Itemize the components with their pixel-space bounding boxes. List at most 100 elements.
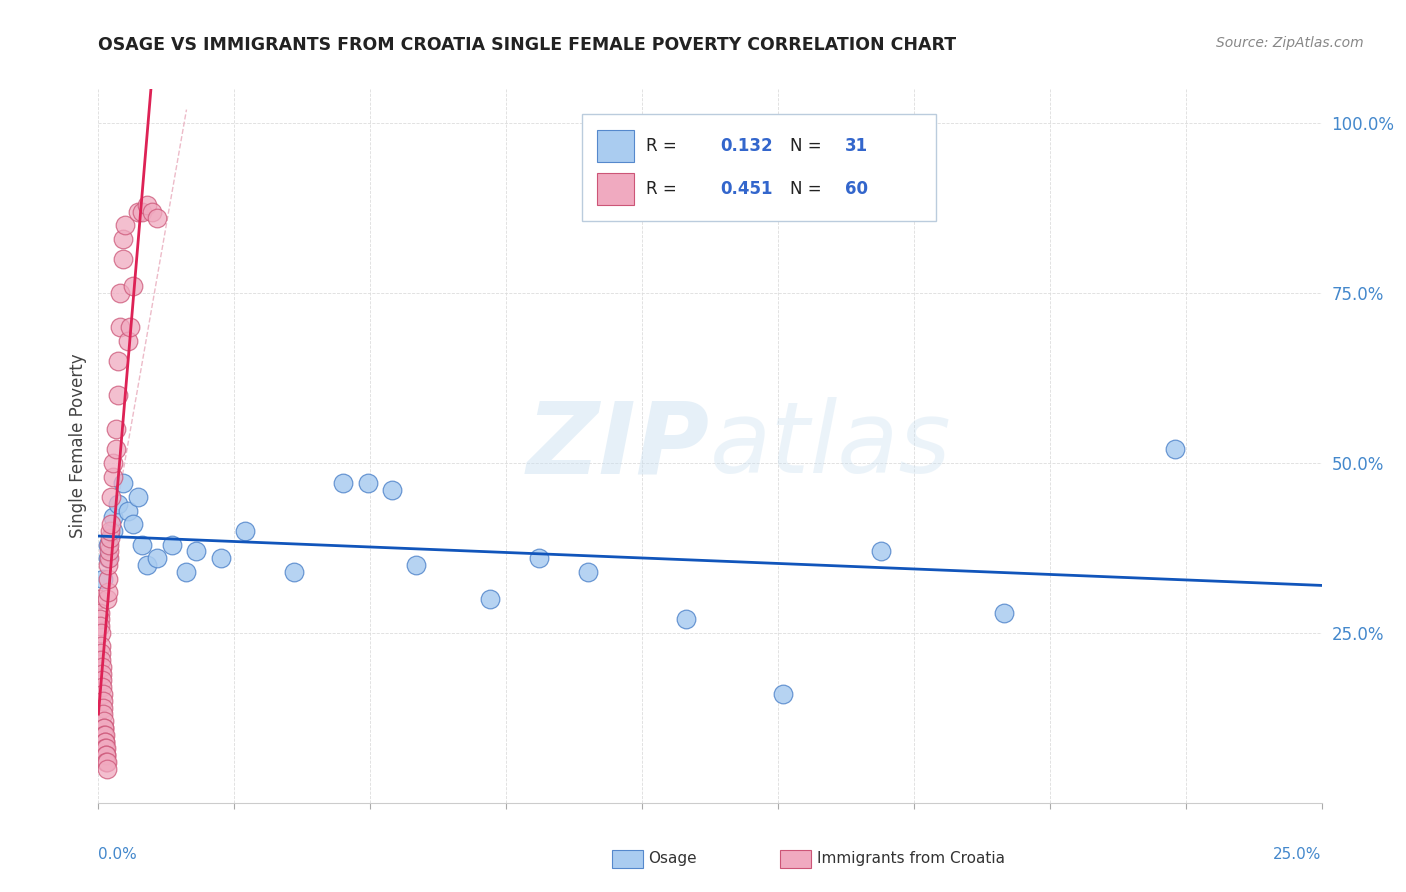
Point (98, 524, 121, 538)
Point (101, 456, 124, 470)
Point (91, 700, 114, 714)
Point (576, 565, 599, 579)
Point (91, 707, 114, 722)
Point (110, 286, 132, 301)
Point (101, 510, 124, 524)
Point (98, 537, 121, 551)
Point (381, 483, 404, 498)
Point (131, 204, 153, 219)
Point (141, 204, 163, 219)
Point (97, 572, 120, 586)
Point (176, 565, 198, 579)
Point (96, 748, 118, 763)
Point (870, 544, 893, 558)
Point (131, 537, 153, 551)
Point (117, 334, 139, 348)
Point (283, 565, 305, 579)
Point (136, 558, 159, 572)
Point (1164, 442, 1187, 457)
Point (478, 591, 501, 606)
Point (94, 748, 117, 763)
Point (356, 476, 378, 491)
Point (94, 741, 117, 756)
Point (93, 728, 115, 742)
Point (91, 680, 114, 694)
Point (93, 721, 115, 735)
Point (332, 476, 354, 491)
Text: 60: 60 (845, 180, 868, 198)
Point (120, 320, 142, 334)
Point (405, 558, 427, 572)
Point (101, 524, 124, 538)
Point (97, 558, 120, 572)
Text: N =: N = (790, 137, 827, 155)
Point (107, 388, 129, 402)
Point (93, 721, 115, 735)
Point (98, 544, 121, 558)
Point (111, 232, 134, 246)
Text: Osage: Osage (648, 852, 697, 866)
Point (91, 572, 114, 586)
Text: 0.0%: 0.0% (98, 847, 138, 863)
Point (111, 476, 134, 491)
Point (146, 551, 169, 566)
Point (117, 503, 139, 517)
Point (94, 734, 117, 748)
Point (90, 666, 112, 681)
Point (127, 490, 149, 504)
Point (101, 469, 124, 483)
Point (89, 591, 111, 606)
Point (136, 198, 159, 212)
Point (104, 442, 127, 457)
Point (89, 606, 111, 620)
Point (675, 612, 697, 626)
Point (96, 591, 118, 606)
Point (100, 490, 122, 504)
Point (91, 694, 114, 708)
Point (233, 524, 256, 538)
Text: Source: ZipAtlas.com: Source: ZipAtlas.com (1216, 36, 1364, 50)
Text: atlas: atlas (710, 398, 952, 494)
Point (90, 626, 112, 640)
Point (90, 653, 112, 667)
Point (94, 741, 117, 756)
Point (96, 755, 118, 769)
Point (121, 279, 143, 293)
Text: Immigrants from Croatia: Immigrants from Croatia (817, 852, 1005, 866)
Point (186, 544, 208, 558)
Point (111, 252, 134, 266)
Point (121, 517, 143, 532)
Point (527, 551, 550, 566)
Y-axis label: Single Female Poverty: Single Female Poverty (69, 354, 87, 538)
Point (160, 537, 183, 551)
Point (96, 762, 118, 776)
Point (100, 517, 122, 532)
Point (94, 728, 117, 742)
Point (90, 646, 112, 660)
Point (89, 619, 111, 633)
Text: 25.0%: 25.0% (1274, 847, 1322, 863)
Point (97, 585, 120, 599)
Text: ZIP: ZIP (527, 398, 710, 494)
Point (127, 204, 149, 219)
Text: 31: 31 (845, 137, 868, 155)
Text: 0.451: 0.451 (720, 180, 772, 198)
Bar (598, 130, 634, 162)
Point (91, 687, 114, 701)
Point (90, 640, 112, 654)
Point (97, 537, 120, 551)
Point (104, 422, 127, 436)
Text: R =: R = (647, 180, 682, 198)
Point (96, 755, 118, 769)
Point (993, 606, 1015, 620)
Point (89, 612, 111, 626)
Point (209, 551, 232, 566)
Point (97, 551, 120, 566)
Point (93, 714, 115, 729)
Point (114, 218, 136, 232)
Point (146, 211, 169, 226)
Point (772, 687, 794, 701)
Point (98, 531, 121, 545)
Point (97, 551, 120, 566)
Point (110, 320, 132, 334)
